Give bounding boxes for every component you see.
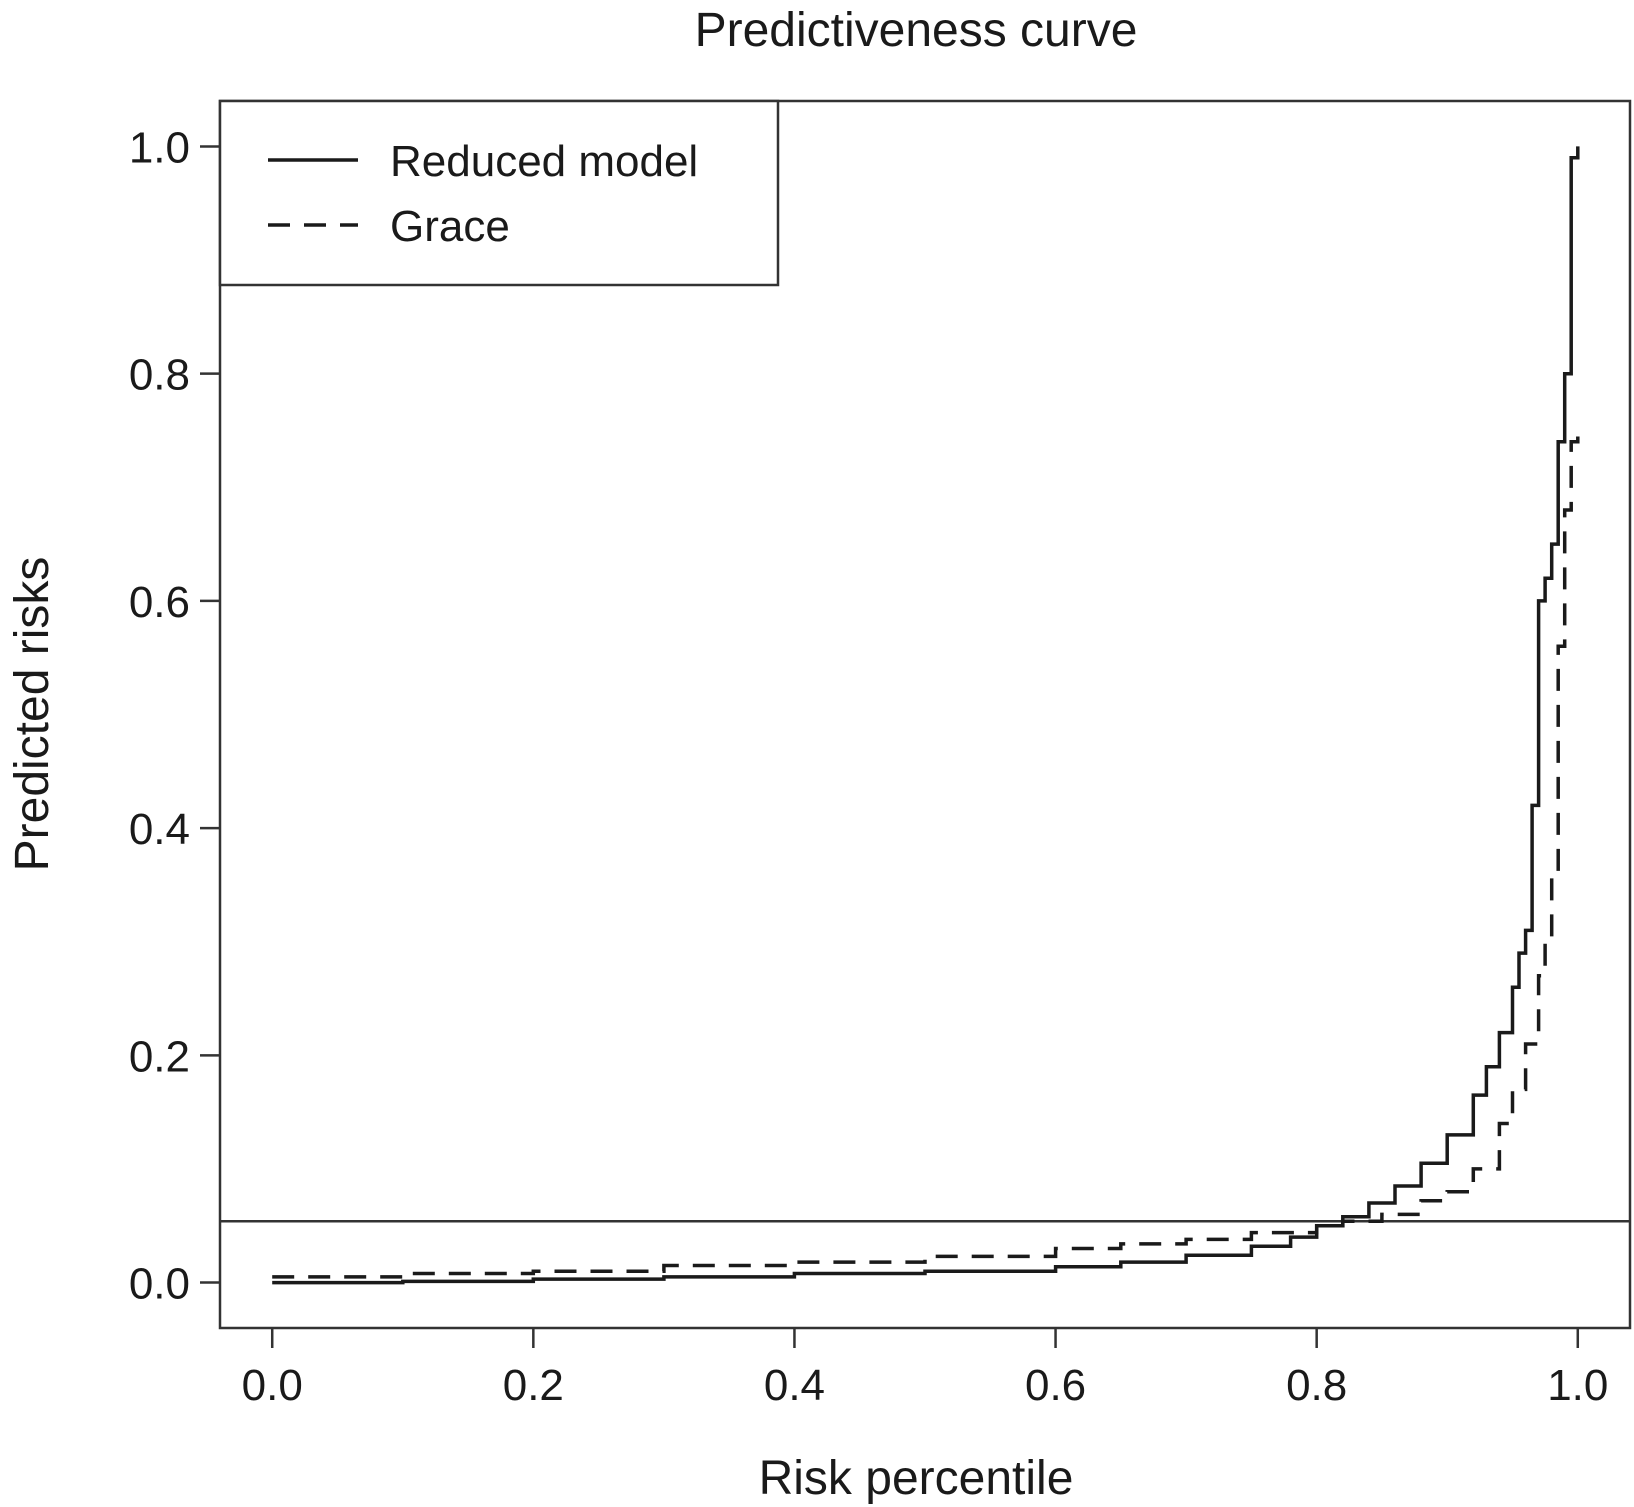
y-tick-label: 1.0	[129, 123, 190, 172]
x-tick-label: 0.8	[1286, 1361, 1347, 1410]
x-tick-label: 0.2	[503, 1361, 564, 1410]
x-tick-label: 0.0	[242, 1361, 303, 1410]
legend-label-grace: Grace	[390, 202, 510, 251]
series-line-grace	[272, 430, 1580, 1279]
y-axis-label: Predicted risks	[6, 557, 59, 872]
x-axis: 0.0 0.2 0.4 0.6 0.8 1.0	[242, 1328, 1608, 1410]
series-layer	[272, 146, 1580, 1285]
legend-label-reduced-model: Reduced model	[390, 137, 698, 186]
legend-box	[218, 99, 780, 287]
x-axis-label: Risk percentile	[759, 1452, 1074, 1505]
y-tick-label: 0.2	[129, 1032, 190, 1081]
legend: Reduced model Grace	[218, 99, 780, 287]
y-tick-label: 0.0	[129, 1260, 190, 1309]
y-tick-label: 0.6	[129, 578, 190, 627]
x-tick-label: 0.4	[764, 1361, 825, 1410]
x-tick-label: 1.0	[1547, 1361, 1608, 1410]
chart-title: Predictiveness curve	[695, 4, 1138, 57]
series-line-reduced-model	[272, 146, 1580, 1285]
y-tick-label: 0.8	[129, 351, 190, 400]
y-axis: 0.0 0.2 0.4 0.6 0.8 1.0	[129, 123, 220, 1309]
x-tick-label: 0.6	[1025, 1361, 1086, 1410]
y-tick-label: 0.4	[129, 805, 190, 854]
plot-frame	[218, 99, 1632, 1330]
